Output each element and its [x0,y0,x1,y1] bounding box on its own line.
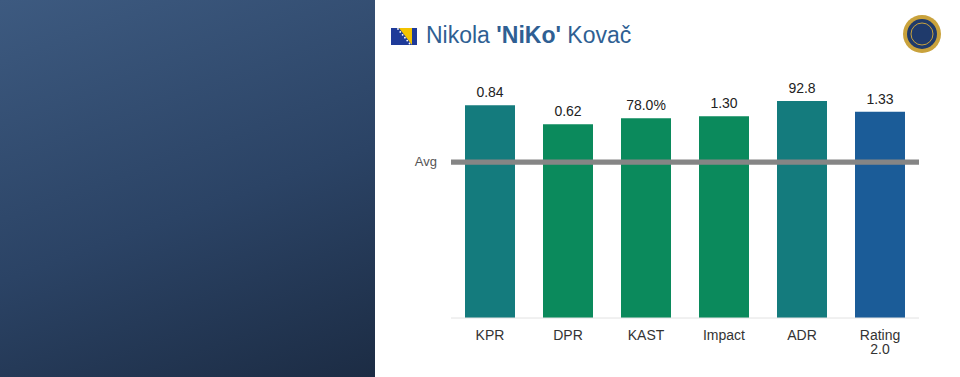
svg-text:0.62: 0.62 [554,103,581,119]
svg-text:DPR: DPR [553,327,583,343]
svg-text:1.30: 1.30 [710,95,737,111]
svg-text:KAST: KAST [628,327,665,343]
svg-text:ADR: ADR [787,327,817,343]
html-text:Nikola 'NiKo' Kovač: Nikola 'NiKo' Kovač [426,22,632,48]
svg-text:0.84: 0.84 [476,84,503,100]
svg-text:KPR: KPR [476,327,505,343]
svg-text:Rating2.0: Rating2.0 [860,327,900,357]
svg-text:78.0%: 78.0% [626,97,666,113]
svg-text:1.33: 1.33 [866,91,893,107]
svg-text:92.8: 92.8 [788,80,815,96]
svg-text:Impact: Impact [703,327,745,343]
svg-text:Avg: Avg [415,154,437,169]
